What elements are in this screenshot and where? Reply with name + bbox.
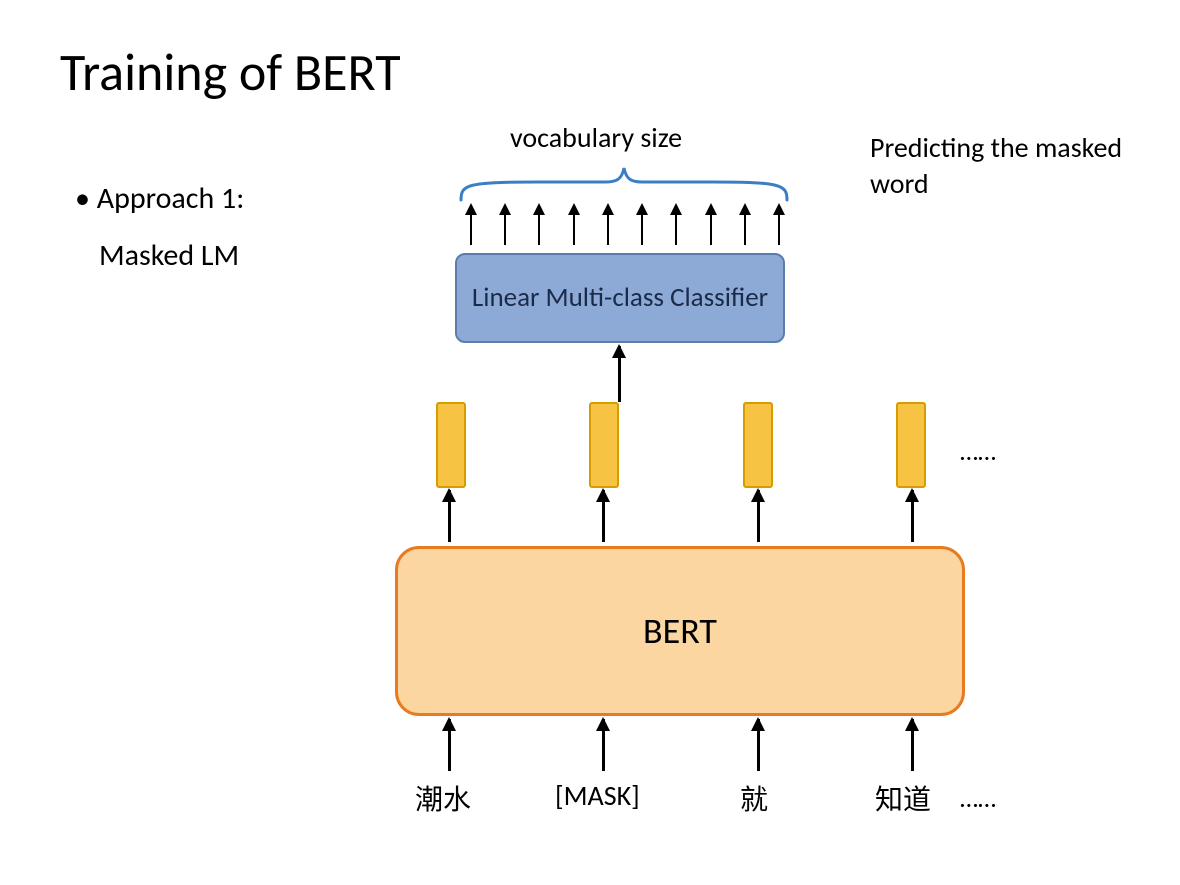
arrow-up-to-classifier [618, 346, 621, 402]
input-tokens-row: 潮水 [MASK] 就 知道 [395, 778, 965, 818]
arrow-up-icon [641, 205, 643, 245]
input-token-0: 潮水 [415, 778, 471, 818]
classifier-box: Linear Multi-class Classifier [455, 253, 785, 343]
brace-icon [456, 160, 792, 205]
input-token-2: 就 [740, 778, 768, 818]
arrow-up-icon [675, 205, 677, 245]
arrow-up-icon [504, 205, 506, 245]
arrow-up-icon [778, 205, 780, 245]
arrow-up-icon [607, 205, 609, 245]
bert-box: BERT [395, 546, 965, 716]
arrow-up-icon [602, 719, 605, 771]
ellipsis-tokens: …… [960, 782, 996, 814]
output-arrows-row [470, 205, 780, 253]
embedding-bar [896, 402, 926, 488]
arrow-up-icon [448, 490, 451, 542]
vocab-size-label: vocabulary size [510, 120, 682, 155]
arrow-up-icon [744, 205, 746, 245]
arrow-up-icon [757, 490, 760, 542]
arrow-up-icon [757, 719, 760, 771]
arrow-up-icon [538, 205, 540, 245]
ellipsis-embeddings: …… [960, 435, 996, 467]
arrow-up-icon [911, 490, 914, 542]
embedding-bars-row [436, 402, 926, 488]
embedding-bar [743, 402, 773, 488]
arrows-bert-to-bars [448, 490, 914, 546]
bullet-block: Approach 1: Masked LM [75, 180, 244, 274]
embedding-bar [436, 402, 466, 488]
arrow-up-icon [573, 205, 575, 245]
arrow-up-icon [710, 205, 712, 245]
arrow-up-icon [448, 719, 451, 771]
input-token-1: [MASK] [555, 778, 640, 813]
predicting-label: Predicting the masked word [870, 130, 1180, 203]
arrows-tokens-to-bert [448, 719, 914, 775]
page-title: Training of BERT [60, 40, 401, 104]
input-token-3: 知道 [875, 778, 931, 818]
arrow-up-icon [470, 205, 472, 245]
arrow-up-icon [602, 490, 605, 542]
arrow-up-icon [911, 719, 914, 771]
bullet-line-1: Approach 1: [75, 180, 244, 217]
embedding-bar [589, 402, 619, 488]
bullet-line-2: Masked LM [99, 237, 244, 274]
